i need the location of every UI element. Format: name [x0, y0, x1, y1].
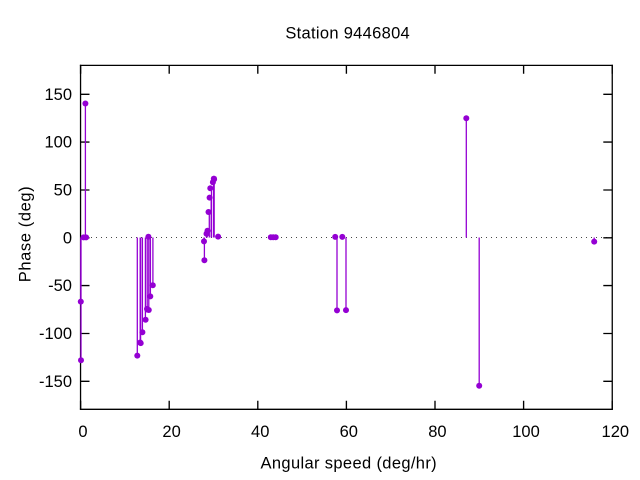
- svg-text:20: 20: [162, 423, 180, 441]
- svg-text:100: 100: [512, 423, 540, 441]
- svg-text:Station 9446804: Station 9446804: [285, 25, 410, 43]
- svg-text:50: 50: [54, 182, 72, 200]
- svg-text:0: 0: [78, 423, 87, 441]
- svg-text:Angular speed (deg/hr): Angular speed (deg/hr): [261, 455, 437, 473]
- svg-text:-150: -150: [39, 373, 72, 391]
- svg-text:60: 60: [340, 423, 358, 441]
- svg-text:150: 150: [44, 86, 72, 104]
- svg-text:80: 80: [428, 423, 446, 441]
- svg-text:100: 100: [44, 134, 72, 152]
- svg-text:Phase (deg): Phase (deg): [17, 186, 35, 283]
- svg-text:0: 0: [63, 229, 72, 247]
- svg-text:40: 40: [251, 423, 269, 441]
- svg-text:120: 120: [602, 423, 630, 441]
- svg-text:-100: -100: [39, 325, 72, 343]
- svg-text:-50: -50: [48, 277, 72, 295]
